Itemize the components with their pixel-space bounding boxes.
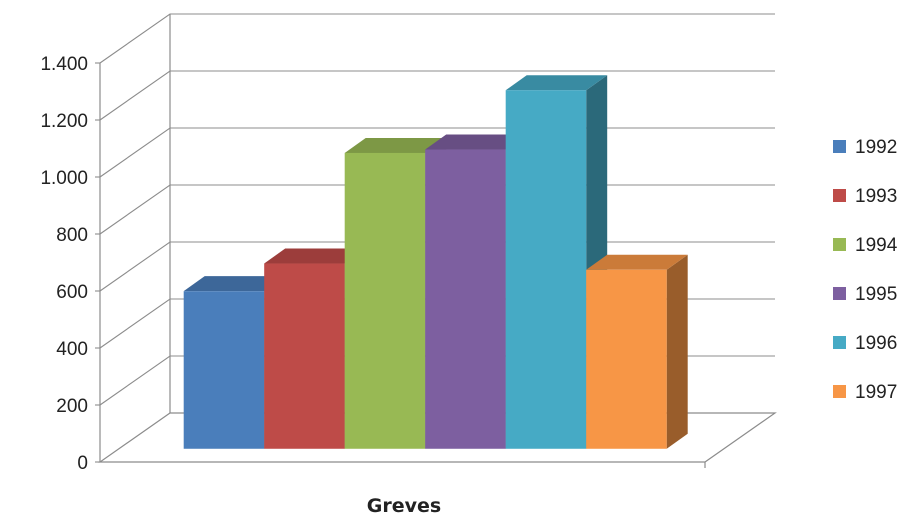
- bar-front: [505, 90, 587, 449]
- chart-floor: [98, 412, 777, 463]
- bars: [183, 75, 688, 449]
- x-category-label: Greves: [367, 495, 441, 517]
- legend-label: 1997: [855, 382, 897, 403]
- legend-item-1994: 1994: [833, 235, 898, 256]
- legend-swatch: [833, 189, 846, 202]
- bar-front: [264, 263, 345, 449]
- legend-item-1992: 1992: [833, 137, 897, 158]
- y-tick-label: 1.200: [40, 111, 88, 132]
- legend-label: 1994: [855, 235, 898, 256]
- bar-1997: [586, 254, 688, 449]
- y-tick-label: 200: [56, 396, 88, 417]
- bar-front: [425, 149, 506, 449]
- bar-top: [344, 137, 447, 153]
- y-tick-label: 600: [56, 282, 88, 303]
- legend-item-1993: 1993: [833, 186, 897, 207]
- bar-top: [425, 134, 527, 150]
- legend-swatch: [833, 238, 846, 251]
- legend-swatch: [833, 287, 846, 300]
- legend-item-1996: 1996: [833, 333, 897, 354]
- bar-front: [586, 269, 667, 449]
- gridline: [99, 13, 775, 64]
- bar-top: [183, 276, 286, 292]
- legend-label: 1995: [855, 284, 897, 305]
- y-tick-label: 1.400: [40, 54, 88, 75]
- y-tick-label: 0: [77, 453, 88, 474]
- legend-label: 1992: [855, 137, 897, 158]
- legend-item-1995: 1995: [833, 284, 897, 305]
- legend-swatch: [833, 336, 846, 349]
- y-axis-ticks: 0 200 400 600 800 1.000 1.200 1.400: [40, 54, 100, 474]
- x-axis-categories: Greves: [367, 495, 441, 517]
- legend-swatch: [833, 385, 846, 398]
- y-tick-label: 400: [56, 339, 88, 360]
- y-tick-label: 800: [56, 225, 88, 246]
- bar-top: [264, 248, 366, 264]
- legend-label: 1993: [855, 186, 897, 207]
- legend: 1992 1993 1994 1995 1996 1997: [833, 137, 898, 403]
- bar-side: [666, 254, 688, 449]
- legend-swatch: [833, 140, 846, 153]
- bar-top: [586, 254, 688, 270]
- legend-label: 1996: [855, 333, 897, 354]
- gridline: [99, 70, 775, 121]
- chart-walls: [98, 14, 777, 468]
- bar-front: [344, 152, 426, 449]
- y-tick-label: 1.000: [40, 168, 88, 189]
- legend-item-1997: 1997: [833, 382, 897, 403]
- bar-top: [505, 75, 608, 91]
- bar-front: [183, 291, 265, 449]
